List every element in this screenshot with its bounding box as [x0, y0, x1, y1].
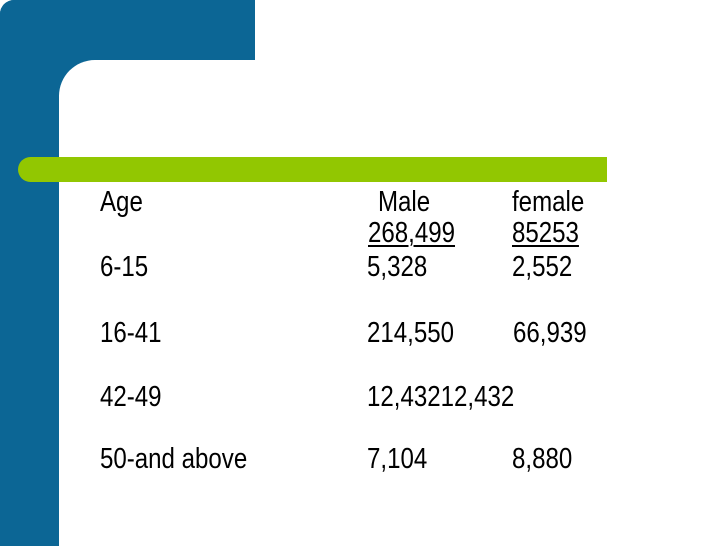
table-row-age: 16-41	[100, 317, 162, 349]
content-panel	[59, 60, 728, 546]
column-header-female: female	[512, 186, 585, 218]
table-row-male: 12,43212,432	[367, 381, 515, 413]
male-total-value: 268,499	[368, 217, 456, 249]
table-row-female: 8,880	[512, 443, 573, 475]
blue-sidebar-band	[0, 0, 59, 546]
table-row-male: 214,550	[367, 317, 455, 349]
table-row-age: 6-15	[100, 251, 149, 283]
table-row-female: 2,552	[512, 251, 573, 283]
column-header-male: Male	[378, 186, 431, 218]
green-accent-bar	[18, 157, 607, 182]
table-row-male: 7,104	[367, 443, 428, 475]
table-row-female: 66,939	[513, 317, 587, 349]
column-header-age: Age	[100, 186, 143, 218]
female-total-value: 85253	[512, 217, 579, 249]
table-row-age: 42-49	[100, 381, 162, 413]
table-row-male: 5,328	[367, 251, 428, 283]
table-row-age: 50-and above	[100, 443, 248, 475]
